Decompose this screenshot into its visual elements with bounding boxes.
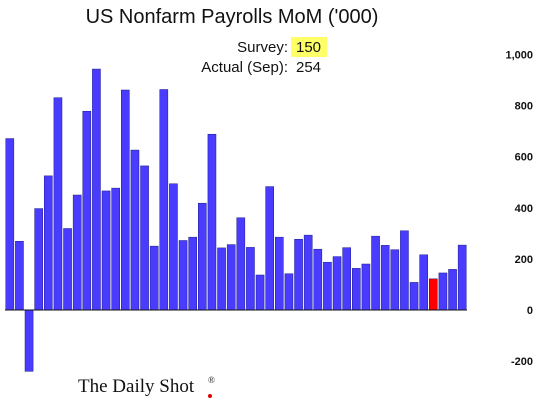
bar — [44, 175, 53, 311]
bar — [149, 245, 159, 311]
bar — [390, 249, 400, 311]
bar — [380, 245, 390, 311]
y-tick-label: 1,000 — [505, 50, 533, 62]
bar — [130, 149, 140, 311]
y-tick-label: 800 — [515, 101, 533, 113]
bar-series — [5, 68, 467, 372]
bar — [188, 236, 197, 311]
bar — [284, 273, 294, 311]
bar — [226, 244, 236, 311]
bar — [438, 272, 448, 311]
y-tick-label: -200 — [511, 356, 533, 368]
chart-title: US Nonfarm Payrolls MoM ('000) — [86, 6, 379, 28]
brand-dot — [208, 394, 212, 398]
survey-label: Survey: — [237, 39, 288, 56]
bar — [101, 190, 111, 311]
bar — [361, 263, 371, 311]
bar — [121, 89, 130, 311]
bar — [400, 230, 409, 311]
bar — [448, 269, 457, 311]
survey-value: 150 — [296, 39, 321, 56]
bar — [207, 133, 217, 311]
bar — [275, 236, 284, 311]
survey-highlight — [291, 37, 327, 57]
bar — [342, 247, 351, 311]
y-tick-label: 0 — [527, 305, 533, 317]
bar — [323, 261, 332, 311]
y-axis: -200 0 200 400 600 800 1,000 — [505, 50, 533, 369]
bar — [82, 110, 92, 311]
bar — [169, 183, 178, 311]
bar — [15, 241, 24, 311]
brand-logo-text: The Daily Shot — [78, 376, 195, 397]
bar — [34, 208, 43, 311]
actual-label: Actual (Sep): — [201, 59, 288, 76]
bar — [255, 274, 265, 311]
y-tick-label: 200 — [515, 254, 533, 266]
bar — [53, 97, 63, 311]
bar — [24, 309, 34, 372]
bar — [332, 256, 342, 311]
bar — [111, 187, 120, 311]
actual-value: 254 — [296, 59, 321, 76]
y-tick-label: 600 — [515, 152, 533, 164]
bar — [92, 68, 101, 311]
bar — [63, 228, 72, 311]
bar — [5, 138, 15, 311]
bar — [217, 247, 226, 311]
bar — [419, 254, 428, 311]
bar — [313, 248, 323, 311]
bar — [178, 240, 188, 311]
bar — [352, 268, 361, 311]
bar — [236, 217, 246, 311]
bar — [371, 235, 380, 311]
brand-registered-mark: ® — [208, 375, 215, 385]
bar — [246, 247, 255, 311]
bar — [294, 238, 303, 311]
bar — [72, 194, 82, 311]
bar — [140, 165, 149, 311]
bar — [265, 186, 274, 311]
bar — [159, 89, 169, 311]
bar — [409, 282, 419, 311]
bar — [303, 234, 313, 311]
bar — [457, 244, 467, 311]
bar — [198, 202, 207, 311]
bar-latest — [429, 278, 438, 311]
y-tick-label: 400 — [515, 203, 533, 215]
